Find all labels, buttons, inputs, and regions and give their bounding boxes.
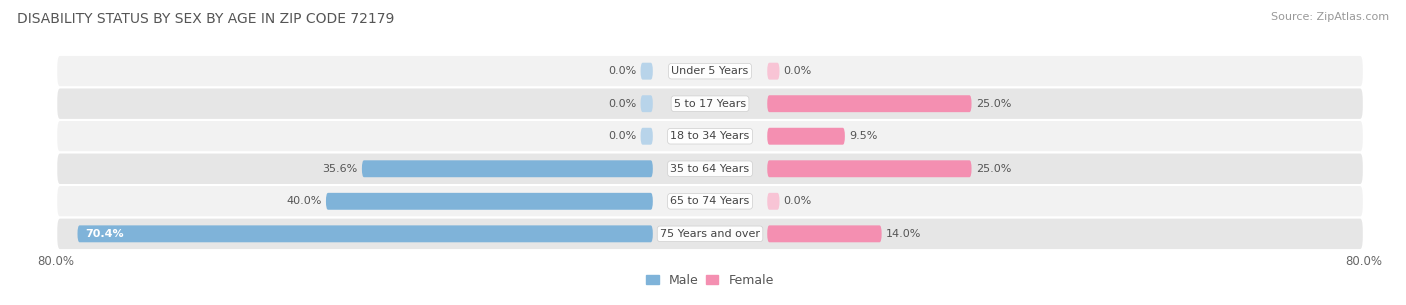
Text: 18 to 34 Years: 18 to 34 Years [671,131,749,141]
Text: 35.6%: 35.6% [322,164,357,174]
FancyBboxPatch shape [768,128,845,145]
Text: 9.5%: 9.5% [849,131,877,141]
FancyBboxPatch shape [56,217,1364,250]
Text: DISABILITY STATUS BY SEX BY AGE IN ZIP CODE 72179: DISABILITY STATUS BY SEX BY AGE IN ZIP C… [17,12,394,26]
FancyBboxPatch shape [56,88,1364,120]
FancyBboxPatch shape [768,193,779,210]
Text: 35 to 64 Years: 35 to 64 Years [671,164,749,174]
FancyBboxPatch shape [768,225,882,242]
Text: 65 to 74 Years: 65 to 74 Years [671,196,749,206]
FancyBboxPatch shape [641,63,652,80]
FancyBboxPatch shape [77,225,652,242]
FancyBboxPatch shape [361,160,652,177]
Text: 0.0%: 0.0% [609,131,637,141]
Text: 40.0%: 40.0% [287,196,322,206]
Text: 0.0%: 0.0% [783,196,811,206]
Text: 25.0%: 25.0% [976,99,1011,109]
Text: 14.0%: 14.0% [886,229,921,239]
FancyBboxPatch shape [56,55,1364,88]
Text: 0.0%: 0.0% [609,66,637,76]
Text: 5 to 17 Years: 5 to 17 Years [673,99,747,109]
FancyBboxPatch shape [56,152,1364,185]
Text: 75 Years and over: 75 Years and over [659,229,761,239]
FancyBboxPatch shape [56,185,1364,217]
Text: 70.4%: 70.4% [86,229,124,239]
Text: 25.0%: 25.0% [976,164,1011,174]
FancyBboxPatch shape [768,63,779,80]
Text: Under 5 Years: Under 5 Years [672,66,748,76]
Text: 0.0%: 0.0% [783,66,811,76]
Text: 0.0%: 0.0% [609,99,637,109]
FancyBboxPatch shape [641,95,652,112]
Legend: Male, Female: Male, Female [647,274,773,287]
Text: Source: ZipAtlas.com: Source: ZipAtlas.com [1271,12,1389,22]
FancyBboxPatch shape [768,95,972,112]
FancyBboxPatch shape [326,193,652,210]
FancyBboxPatch shape [641,128,652,145]
FancyBboxPatch shape [768,160,972,177]
FancyBboxPatch shape [56,120,1364,152]
